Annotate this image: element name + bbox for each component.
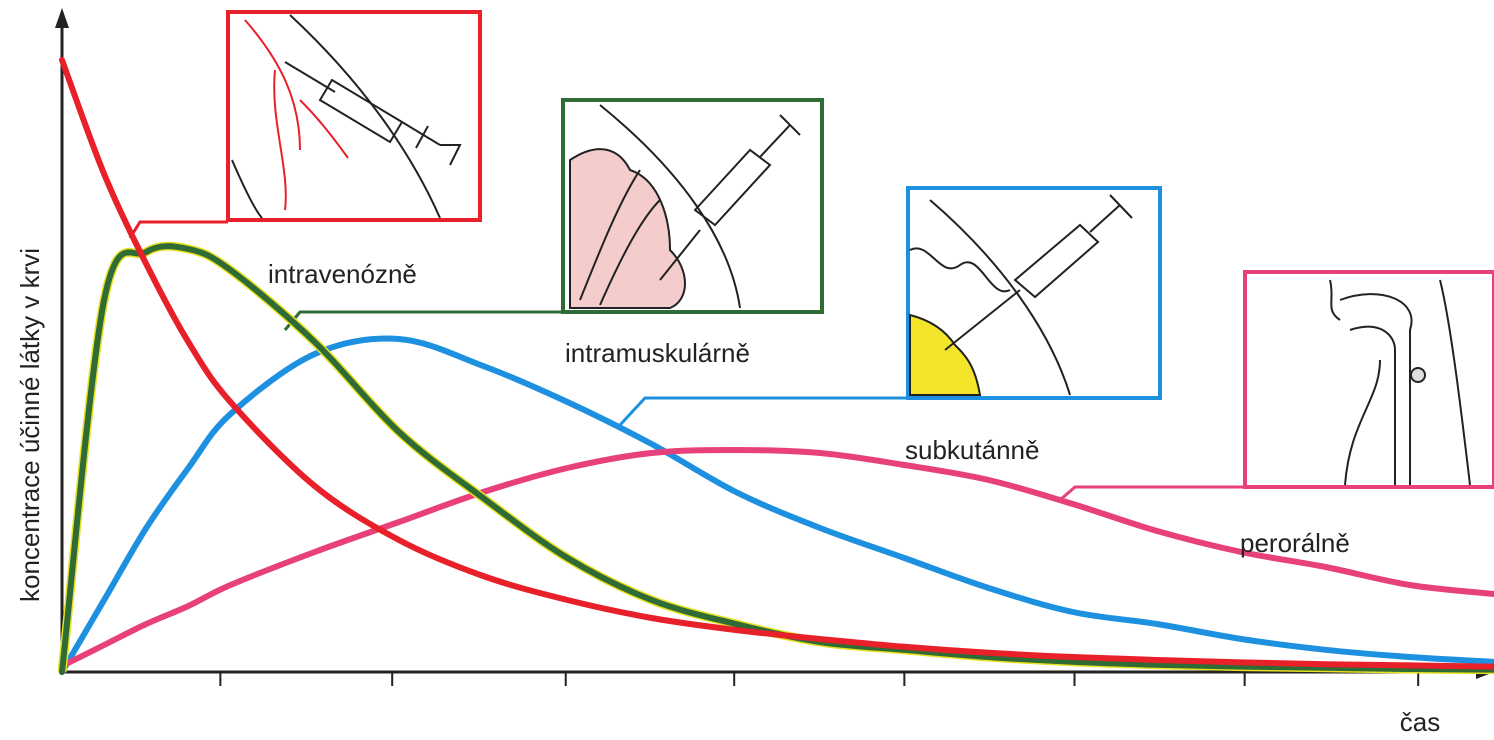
y-axis-label: koncentrace účinné látky v krvi <box>15 248 45 602</box>
series-label: subkutánně <box>905 435 1039 465</box>
y-axis-arrow <box>55 8 69 28</box>
series-label: intravenózně <box>268 259 417 289</box>
series-label: intramuskulárně <box>565 338 750 368</box>
chart: koncentrace účinné látky v krvi čas intr… <box>0 0 1494 740</box>
iv-inset <box>130 12 480 238</box>
x-axis-label: čas <box>1400 707 1440 737</box>
series-label: perorálně <box>1240 528 1350 558</box>
